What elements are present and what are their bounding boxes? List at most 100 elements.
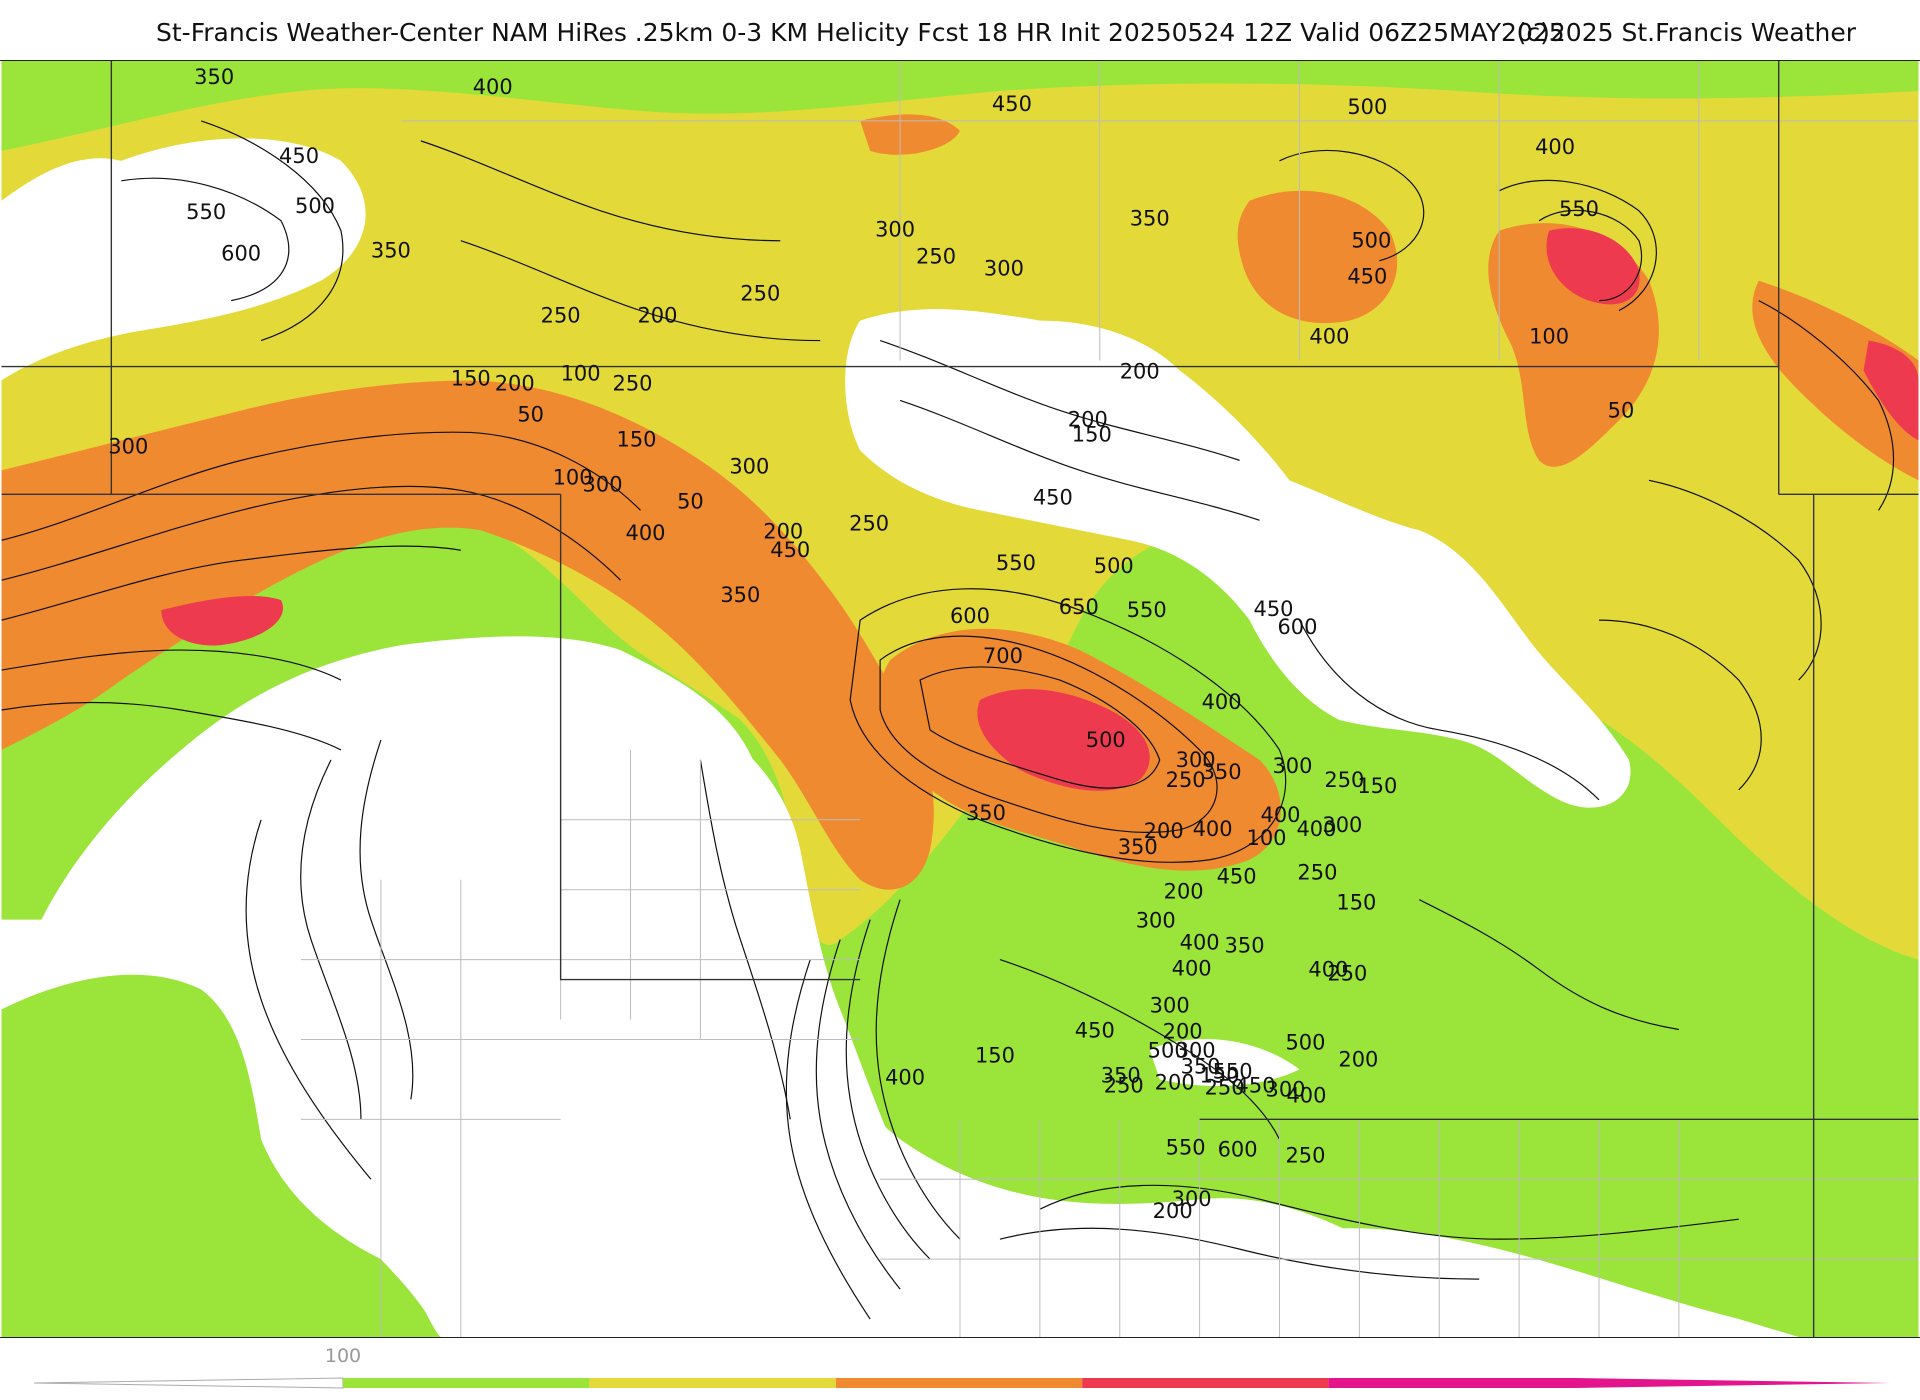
contour-label: 350 [720,583,760,607]
contour-label: 500 [1094,554,1134,578]
contour-label: 100 [1529,325,1569,349]
contour-label: 200 [1163,1019,1203,1043]
contour-label: 100 [561,361,601,385]
contour-label: 600 [1277,615,1317,639]
contour-label: 450 [1075,1018,1115,1042]
contour-label: 200 [495,371,535,395]
contour-label: 550 [1127,598,1167,622]
contour-label: 250 [1205,1075,1245,1099]
field-orange-top [860,114,960,155]
contour-label: 500 [1086,728,1126,752]
contour-label: 450 [279,144,319,168]
contour-label: 250 [740,282,780,306]
contour-label: 250 [849,511,889,535]
contour-line [785,959,871,1320]
contour-line [879,635,1218,833]
contour-line [1419,899,1679,1031]
contour-label: 200 [1155,1070,1195,1094]
shaded-fields [1,61,1919,1337]
contour-line [999,959,1281,1140]
contour-label: 500 [1285,1030,1325,1054]
contour-label: 350 [966,801,1006,825]
copyright-text: (c)2025 St.Francis Weather [1516,18,1856,47]
contour-label: 300 [1265,1077,1305,1101]
contour-line [300,759,362,1120]
contour-label: 400 [625,521,665,545]
state-line [1,61,1919,1337]
contour-line [460,240,821,342]
contour-label: 400 [1286,1083,1326,1107]
field-red-east [1863,340,1919,441]
contour-line [699,759,791,1120]
contour-label: 400 [1172,957,1212,981]
contour-line [1538,209,1643,302]
contour-line [815,939,901,1290]
contour-label: 400 [1296,817,1336,841]
contour-label: 300 [1150,994,1190,1018]
contour-label: 150 [1357,774,1397,798]
contour-label: 300 [875,218,915,242]
contour-label: 400 [1308,958,1348,982]
contour-label: 450 [992,92,1032,116]
field-orange-ne [1237,190,1398,324]
contour-label: 350 [1202,760,1242,784]
contour-label: 300 [1322,813,1362,837]
contour-label: 500 [1148,1038,1188,1062]
contour-label: 50 [677,489,704,513]
contour-line [1598,619,1762,791]
contour-label: 300 [1272,754,1312,778]
contour-label: 450 [770,538,810,562]
map-title: St-Francis Weather-Center NAM HiRes .25k… [156,18,1565,47]
contour-label: 300 [729,454,769,478]
field-white-west [1,138,366,381]
field-orange-east [1752,280,1919,481]
field-yellow [1,83,1919,960]
contour-label: 400 [885,1065,925,1089]
contour-label: 200 [1144,819,1184,843]
contour-line [1,431,641,541]
contour-label: 350 [194,65,234,89]
contour-label: 350 [1118,835,1158,859]
contour-label: 700 [983,644,1023,668]
contour-label: 50 [517,402,544,426]
contour-line [1758,300,1895,511]
contour-label: 400 [1535,135,1575,159]
contour-line [245,819,372,1180]
contour-label: 450 [1236,1073,1276,1097]
contour-line [1,485,621,581]
field-white-southwest [181,670,1799,1337]
color-legend: 100 [33,1345,1890,1389]
field-green-sw [1,974,441,1337]
contour-label: 150 [1072,422,1112,446]
contour-line [121,177,290,302]
contour-label: 500 [1347,95,1387,119]
contour-label: 650 [1059,595,1099,619]
contour-label: 500 [295,194,335,218]
legend-color-segment [589,1378,836,1388]
contour-label: 150 [1200,1063,1240,1087]
contour-label: 450 [1217,865,1257,889]
contour-label: 550 [996,551,1036,575]
contour-line [919,666,1161,789]
contour-label: 200 [637,304,677,328]
field-red-ne [1546,228,1640,305]
contour-label: 250 [1327,962,1367,986]
contour-label: 400 [1202,690,1242,714]
legend-color-segment [343,1378,590,1388]
contour-label: 550 [1166,1135,1206,1159]
map-title-bar: St-Francis Weather-Center NAM HiRes .25k… [0,0,1920,60]
contour-label: 450 [1347,265,1387,289]
contour-label: 400 [1193,817,1233,841]
field-red-west [161,596,283,646]
contour-label: 200 [1164,880,1204,904]
contour-line [1,649,342,681]
legend-color-segment [835,1378,1083,1388]
legend-arrow-left [33,1377,344,1389]
contour-line [200,120,344,342]
field-red-center [977,689,1150,791]
field-orange-band [1,380,934,890]
contour-line [1498,179,1657,312]
contour-label: 150 [451,366,491,390]
